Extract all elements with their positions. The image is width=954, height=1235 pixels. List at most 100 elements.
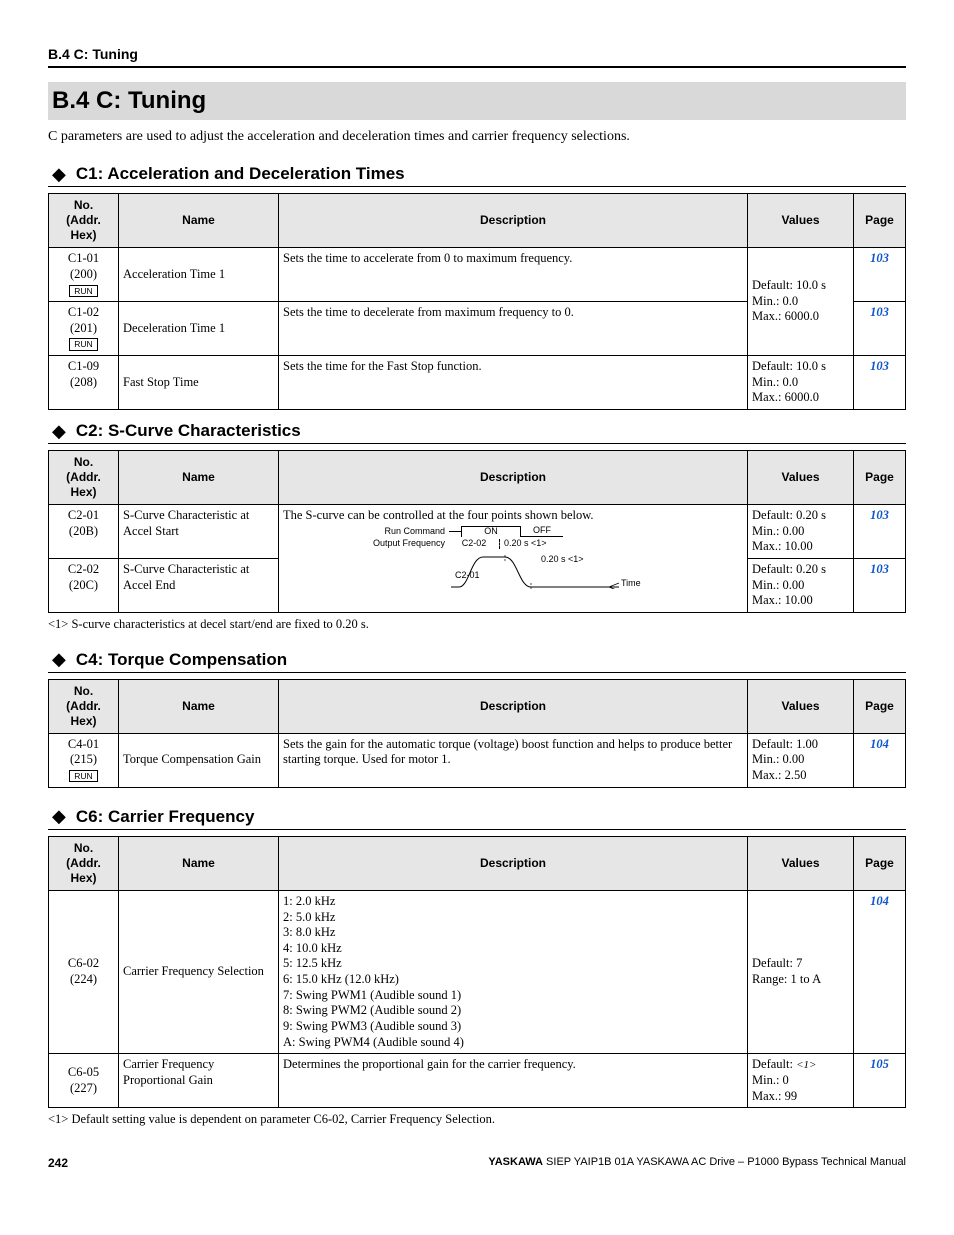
param-name: Fast Stop Time: [119, 356, 279, 410]
th-page: Page: [854, 836, 906, 890]
param-values: Default: 10.0 sMin.: 0.0Max.: 6000.0: [748, 248, 854, 356]
th-val: Values: [748, 194, 854, 248]
section-title-c1: C1: Acceleration and Deceleration Times: [76, 163, 405, 184]
param-desc: Sets the time to decelerate from maximum…: [279, 302, 748, 356]
th-desc: Description: [279, 836, 748, 890]
run-badge: RUN: [69, 285, 97, 297]
param-no: C1-02: [68, 305, 99, 319]
section-title-c2: C2: S-Curve Characteristics: [76, 420, 301, 441]
param-name: Carrier Frequency Selection: [119, 890, 279, 1053]
param-no: C6-05: [68, 1065, 99, 1079]
param-values: Default: 0.20 sMin.: 0.00Max.: 10.00: [748, 505, 854, 559]
param-name: S-Curve Characteristic at Accel Start: [119, 505, 279, 559]
param-desc: Sets the time for the Fast Stop function…: [279, 356, 748, 410]
param-addr: (208): [70, 375, 97, 389]
section-title-c4: C4: Torque Compensation: [76, 649, 287, 670]
param-values: Default: 1.00Min.: 0.00Max.: 2.50: [748, 733, 854, 787]
table-row: C2-01 (20B) S-Curve Characteristic at Ac…: [49, 505, 906, 559]
intro-text: C parameters are used to adjust the acce…: [48, 128, 906, 146]
param-desc: 1: 2.0 kHz2: 5.0 kHz3: 8.0 kHz4: 10.0 kH…: [279, 890, 748, 1053]
param-values: Default: <1> Min.: 0Max.: 99: [748, 1054, 854, 1108]
param-name: S-Curve Characteristic at Accel End: [119, 559, 279, 613]
th-no: No.(Addr.Hex): [49, 451, 119, 505]
param-values: Default: 7Range: 1 to A: [748, 890, 854, 1053]
param-name: Acceleration Time 1: [119, 248, 279, 302]
th-name: Name: [119, 451, 279, 505]
run-badge: RUN: [69, 338, 97, 350]
diamond-icon: ◆: [52, 650, 66, 668]
param-addr: (201): [70, 321, 97, 335]
param-desc: The S-curve can be controlled at the fou…: [283, 508, 594, 522]
page-link[interactable]: 103: [870, 562, 889, 576]
param-addr: (20C): [69, 578, 98, 592]
param-no: C1-01: [68, 251, 99, 265]
page-number: 242: [48, 1156, 68, 1171]
page-link[interactable]: 105: [870, 1057, 889, 1071]
th-name: Name: [119, 836, 279, 890]
table-c4: No.(Addr.Hex) Name Description Values Pa…: [48, 679, 906, 788]
param-name: Deceleration Time 1: [119, 302, 279, 356]
th-val: Values: [748, 836, 854, 890]
th-page: Page: [854, 194, 906, 248]
s-curve-diagram: Run Command ON OFF Output Frequency C2-0…: [363, 526, 639, 589]
table-row: C6-05 (227) Carrier Frequency Proportion…: [49, 1054, 906, 1108]
param-desc: Sets the gain for the automatic torque (…: [279, 733, 748, 787]
th-desc: Description: [279, 679, 748, 733]
running-header: B.4 C: Tuning: [48, 46, 906, 68]
section-title-c6: C6: Carrier Frequency: [76, 806, 255, 827]
section-heading-c2: ◆ C2: S-Curve Characteristics: [48, 420, 906, 444]
param-no: C2-02: [68, 562, 99, 576]
table-c1: No.(Addr.Hex) Name Description Values Pa…: [48, 193, 906, 410]
page-link[interactable]: 104: [870, 894, 889, 908]
page-link[interactable]: 103: [870, 359, 889, 373]
param-desc: Sets the time to accelerate from 0 to ma…: [279, 248, 748, 302]
th-page: Page: [854, 451, 906, 505]
th-val: Values: [748, 451, 854, 505]
page-link[interactable]: 103: [870, 508, 889, 522]
th-desc: Description: [279, 194, 748, 248]
th-name: Name: [119, 679, 279, 733]
diamond-icon: ◆: [52, 807, 66, 825]
page-link[interactable]: 104: [870, 737, 889, 751]
footnote-c6: <1> Default setting value is dependent o…: [48, 1112, 906, 1128]
table-c6: No.(Addr.Hex) Name Description Values Pa…: [48, 836, 906, 1108]
th-desc: Description: [279, 451, 748, 505]
param-addr: (200): [70, 267, 97, 281]
param-no: C6-02: [68, 956, 99, 970]
param-no: C2-01: [68, 508, 99, 522]
doc-title: YASKAWA SIEP YAIP1B 01A YASKAWA AC Drive…: [488, 1156, 906, 1171]
param-addr: (224): [70, 972, 97, 986]
footnote-c2: <1> S-curve characteristics at decel sta…: [48, 617, 906, 633]
th-no: No.(Addr.Hex): [49, 194, 119, 248]
table-row: C1-01 (200) RUN Acceleration Time 1 Sets…: [49, 248, 906, 302]
param-addr: (215): [70, 752, 97, 766]
table-row: C4-01 (215) RUN Torque Compensation Gain…: [49, 733, 906, 787]
page-link[interactable]: 103: [870, 251, 889, 265]
page-footer: 242 YASKAWA SIEP YAIP1B 01A YASKAWA AC D…: [48, 1156, 906, 1171]
param-no: C4-01: [68, 737, 99, 751]
table-row: C6-02 (224) Carrier Frequency Selection …: [49, 890, 906, 1053]
th-val: Values: [748, 679, 854, 733]
section-heading-c4: ◆ C4: Torque Compensation: [48, 649, 906, 673]
diamond-icon: ◆: [52, 422, 66, 440]
run-badge: RUN: [69, 770, 97, 782]
param-addr: (227): [70, 1081, 97, 1095]
param-name: Carrier Frequency Proportional Gain: [119, 1054, 279, 1108]
th-name: Name: [119, 194, 279, 248]
param-no: C1-09: [68, 359, 99, 373]
section-heading-c1: ◆ C1: Acceleration and Deceleration Time…: [48, 163, 906, 187]
page-link[interactable]: 103: [870, 305, 889, 319]
param-values: Default: 10.0 sMin.: 0.0Max.: 6000.0: [748, 356, 854, 410]
section-heading-c6: ◆ C6: Carrier Frequency: [48, 806, 906, 830]
table-row: C1-09 (208) Fast Stop Time Sets the time…: [49, 356, 906, 410]
diamond-icon: ◆: [52, 165, 66, 183]
th-no: No.(Addr.Hex): [49, 679, 119, 733]
th-no: No.(Addr.Hex): [49, 836, 119, 890]
page-title: B.4 C: Tuning: [48, 82, 906, 120]
param-values: Default: 0.20 sMin.: 0.00Max.: 10.00: [748, 559, 854, 613]
param-desc: Determines the proportional gain for the…: [279, 1054, 748, 1108]
th-page: Page: [854, 679, 906, 733]
param-addr: (20B): [69, 524, 98, 538]
table-c2: No.(Addr.Hex) Name Description Values Pa…: [48, 450, 906, 613]
param-name: Torque Compensation Gain: [119, 733, 279, 787]
